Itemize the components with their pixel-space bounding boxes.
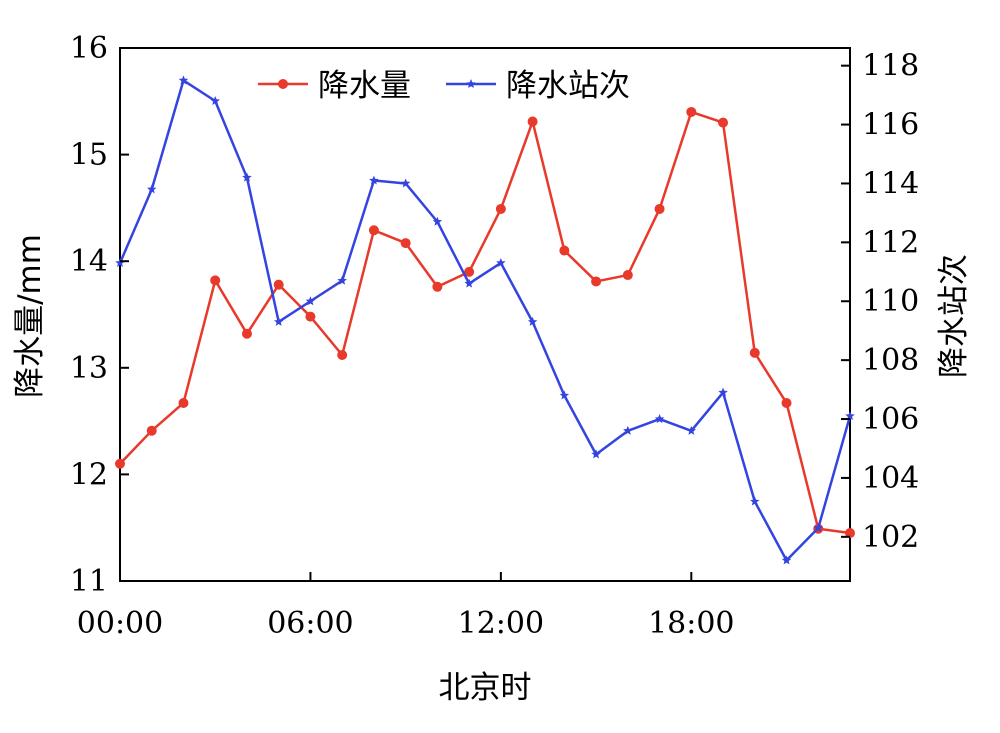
data-point bbox=[591, 276, 602, 287]
y-left-tick-label: 13 bbox=[70, 351, 108, 386]
data-point bbox=[305, 311, 316, 322]
data-point bbox=[178, 75, 189, 85]
x-tick-label: 06:00 bbox=[267, 606, 353, 641]
x-tick-label: 18:00 bbox=[648, 606, 734, 641]
data-point bbox=[273, 279, 284, 290]
data-point bbox=[178, 397, 189, 408]
data-point bbox=[305, 296, 316, 306]
legend-label-station-count: 降水站次 bbox=[506, 68, 630, 104]
data-point bbox=[654, 414, 665, 424]
y-right-tick-label: 106 bbox=[862, 402, 919, 437]
data-point bbox=[845, 411, 855, 421]
y-right-tick-label: 118 bbox=[862, 49, 919, 84]
y-right-tick-label: 102 bbox=[862, 520, 919, 555]
data-point bbox=[749, 347, 760, 358]
data-point bbox=[464, 266, 475, 277]
data-point bbox=[845, 528, 855, 539]
x-axis-title: 北京时 bbox=[439, 670, 532, 706]
data-point bbox=[527, 316, 538, 326]
data-point bbox=[115, 458, 125, 469]
data-point bbox=[337, 350, 348, 361]
data-point bbox=[622, 270, 633, 281]
y-right-tick-label: 116 bbox=[862, 108, 919, 143]
series-layer bbox=[115, 75, 855, 565]
data-point bbox=[591, 449, 601, 459]
data-point bbox=[146, 184, 157, 194]
plot-border bbox=[119, 47, 851, 582]
data-point bbox=[115, 257, 125, 268]
legend-marker-precipitation bbox=[278, 79, 288, 89]
data-point bbox=[527, 116, 538, 127]
data-point bbox=[623, 425, 633, 435]
data-point bbox=[495, 203, 506, 214]
data-point bbox=[337, 275, 347, 285]
data-point bbox=[146, 425, 157, 436]
data-point bbox=[813, 522, 824, 533]
x-tick-label: 00:00 bbox=[77, 606, 163, 641]
data-point bbox=[464, 278, 474, 288]
legend-label-precipitation: 降水量 bbox=[318, 68, 411, 104]
data-point bbox=[781, 397, 792, 408]
data-point bbox=[718, 387, 728, 397]
legend-marker-station-count bbox=[466, 79, 476, 89]
data-point bbox=[686, 425, 697, 435]
x-tick-label: 12:00 bbox=[458, 606, 544, 641]
data-point bbox=[686, 106, 697, 117]
data-point bbox=[496, 257, 506, 268]
data-point bbox=[210, 275, 221, 286]
y-left-tick-label: 15 bbox=[70, 138, 108, 173]
y-axis-title-left: 降水量/mm bbox=[12, 234, 48, 398]
legend: 降水量 降水站次 bbox=[258, 68, 630, 104]
y-left-tick-label: 11 bbox=[70, 564, 108, 599]
series-line bbox=[118, 79, 852, 562]
data-point bbox=[559, 390, 570, 400]
y-left-tick-label: 16 bbox=[70, 31, 108, 66]
y-right-tick-label: 112 bbox=[862, 225, 919, 260]
data-point bbox=[750, 496, 760, 506]
y-right-tick-label: 114 bbox=[862, 166, 919, 201]
series-station-count bbox=[115, 75, 855, 565]
data-point bbox=[718, 117, 729, 128]
data-point bbox=[400, 178, 411, 188]
y-left-tick-label: 12 bbox=[70, 457, 108, 492]
y-right-tick-label: 104 bbox=[862, 461, 919, 496]
data-point bbox=[242, 172, 252, 182]
data-point bbox=[400, 238, 411, 249]
data-point bbox=[368, 225, 379, 236]
data-point bbox=[210, 96, 220, 106]
data-point bbox=[241, 328, 252, 339]
data-point bbox=[432, 216, 443, 226]
series-precipitation bbox=[115, 106, 855, 539]
y-left-tick-label: 14 bbox=[70, 244, 108, 279]
data-point bbox=[369, 175, 379, 185]
plot-frame bbox=[119, 47, 851, 582]
ticks-layer: 11 12 13 14 15 16 102 104 106 108 110 112 114 116 118 0… bbox=[70, 31, 919, 641]
y-right-tick-label: 108 bbox=[862, 343, 919, 378]
data-point bbox=[432, 281, 443, 292]
data-point bbox=[273, 316, 284, 326]
y-axis-title-right: 降水站次 bbox=[936, 254, 972, 378]
data-point bbox=[559, 245, 570, 256]
data-point bbox=[781, 555, 792, 565]
y-right-tick-label: 110 bbox=[862, 284, 919, 319]
series-line bbox=[119, 110, 851, 535]
data-point bbox=[654, 203, 665, 214]
